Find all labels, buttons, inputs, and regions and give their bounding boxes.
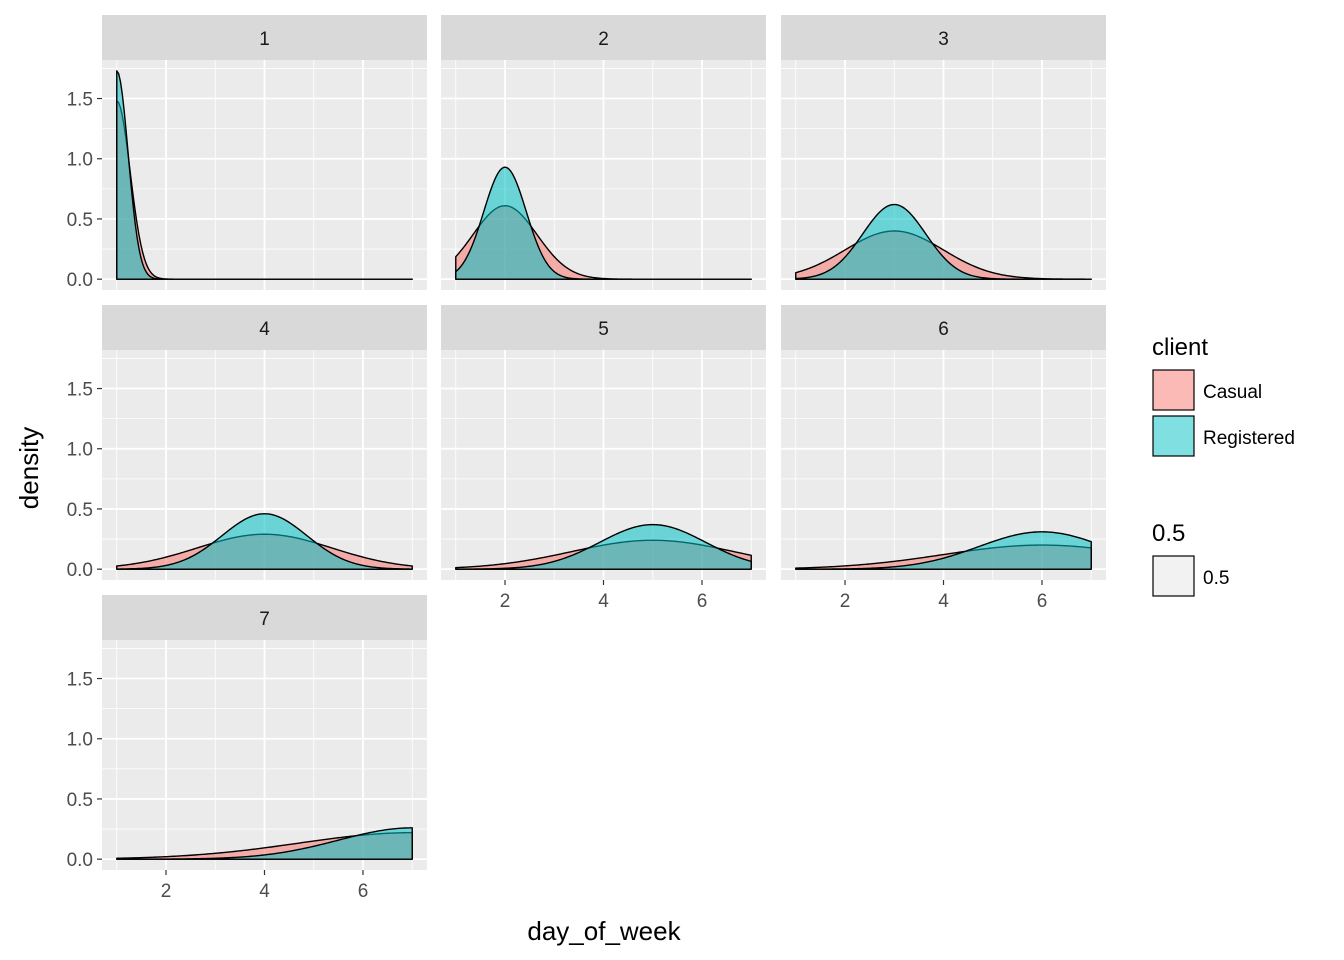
facet-strip (781, 15, 1106, 60)
x-tick-label: 2 (840, 591, 851, 612)
facet-panel-3: 3 (781, 15, 1106, 290)
facet-strip-label: 3 (938, 29, 949, 50)
legend-label-casual: Casual (1203, 382, 1262, 403)
density-area-registered (116, 513, 413, 570)
density-area-registered (455, 166, 752, 280)
y-tick-label: 1.5 (67, 90, 93, 111)
x-tick-label: 6 (1037, 591, 1048, 612)
facet-strip (781, 305, 1106, 350)
facet-strip-label: 1 (259, 29, 270, 50)
facet-strip (102, 595, 427, 640)
facet-panel-5: 5 2 4 6 (441, 305, 766, 612)
facet-strip-label: 6 (938, 319, 949, 340)
facet-panel-1: 1 0.0 0.5 1.0 1.5 (67, 15, 427, 291)
facet-panel-4: 4 0.0 0.5 1.0 1.5 (67, 305, 427, 581)
x-tick-label: 4 (938, 591, 949, 612)
facet-panels: 1 0.0 0.5 1.0 1.5 2 3 4 0.0 0.5 1.0 1.5 5 2 4 6 6 2 4 6 7 0.0… (67, 15, 1106, 902)
x-tick-label: 6 (358, 881, 369, 902)
legend-fill-title: client (1152, 334, 1208, 361)
legend: client Casual Registered 0.5 0.5 (1152, 334, 1295, 597)
facet-strip (441, 305, 766, 350)
y-tick-label: 1.5 (67, 380, 93, 401)
facet-strip-label: 2 (598, 29, 609, 50)
legend-key-registered (1152, 415, 1195, 457)
facet-strip (102, 305, 427, 350)
legend-label-alpha: 0.5 (1203, 568, 1229, 589)
facet-panel-6: 6 2 4 6 (781, 305, 1106, 612)
y-tick-label: 0.0 (67, 850, 93, 871)
y-tick-label: 1.0 (67, 150, 93, 171)
density-area-registered (455, 523, 752, 570)
y-axis-title: density (14, 427, 44, 509)
y-tick-label: 1.5 (67, 670, 93, 691)
x-tick-label: 2 (500, 591, 511, 612)
y-tick-label: 0.5 (67, 790, 93, 811)
facet-strip (441, 15, 766, 60)
x-tick-label: 2 (161, 881, 172, 902)
density-area-registered (116, 827, 413, 860)
x-tick-label: 4 (598, 591, 609, 612)
x-tick-label: 4 (259, 881, 270, 902)
facet-strip-label: 5 (598, 319, 609, 340)
facet-strip-label: 7 (259, 609, 270, 630)
x-axis-title: day_of_week (527, 916, 681, 946)
density-area-registered (795, 531, 1092, 570)
y-tick-label: 1.0 (67, 730, 93, 751)
facet-panel-2: 2 (441, 15, 766, 290)
x-tick-label: 6 (697, 591, 708, 612)
y-tick-label: 0.0 (67, 270, 93, 291)
y-tick-label: 1.0 (67, 440, 93, 461)
legend-label-registered: Registered (1203, 428, 1295, 449)
y-tick-label: 0.0 (67, 560, 93, 581)
density-area-registered (116, 70, 413, 280)
legend-key-casual (1152, 369, 1195, 411)
density-area-registered (795, 203, 1092, 280)
legend-alpha-title: 0.5 (1152, 520, 1185, 547)
y-tick-label: 0.5 (67, 210, 93, 231)
facet-strip (102, 15, 427, 60)
facet-panel-7: 7 0.0 0.5 1.0 1.5 2 4 6 (67, 595, 427, 902)
y-tick-label: 0.5 (67, 500, 93, 521)
facet-strip-label: 4 (259, 319, 270, 340)
legend-key-alpha (1152, 555, 1195, 597)
